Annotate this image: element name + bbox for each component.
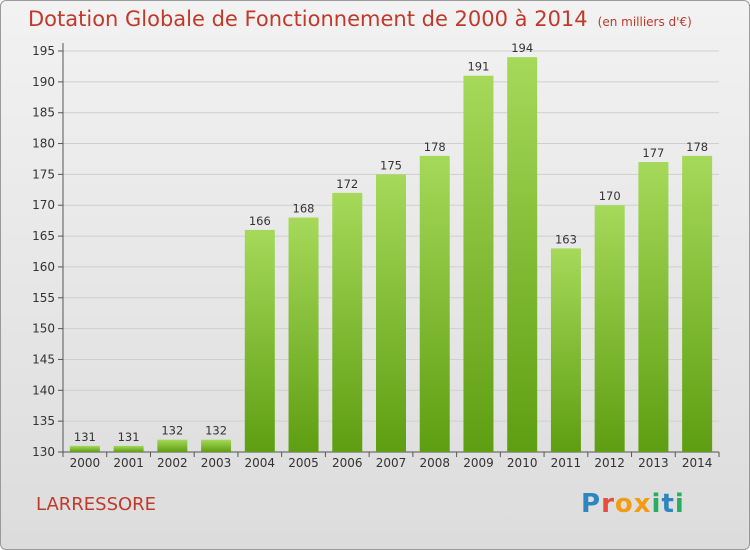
data-label-2007: 175 <box>380 158 402 172</box>
bar-2000 <box>69 445 100 452</box>
labels: 130 135 140 145 150 155 160 165 170 175 180 185 190 1… <box>32 41 712 470</box>
x-tick-label-2009: 2009 <box>463 456 494 470</box>
bar-2012 <box>594 205 625 452</box>
proxiti-logo: Proxiti <box>581 489 685 519</box>
y-tick-label: 175 <box>32 167 55 181</box>
data-label-2014: 178 <box>686 140 708 154</box>
y-tick-label: 190 <box>32 75 55 89</box>
x-tick-label-2007: 2007 <box>376 456 407 470</box>
data-label-2000: 131 <box>74 430 96 444</box>
data-label-2009: 191 <box>467 60 489 74</box>
bar-2001 <box>113 445 144 452</box>
commune-name: LARRESSORE <box>36 494 157 515</box>
y-tick-label: 130 <box>32 445 55 459</box>
bar-2007 <box>376 174 406 452</box>
data-label-2004: 166 <box>249 214 271 228</box>
bar-2014 <box>682 155 713 452</box>
data-label-2003: 132 <box>205 424 227 438</box>
y-tick-label: 135 <box>32 414 55 428</box>
x-tick-label-2008: 2008 <box>419 456 450 470</box>
data-label-2013: 177 <box>642 146 664 160</box>
x-tick-label-2013: 2013 <box>638 456 669 470</box>
bar-2002 <box>157 439 188 452</box>
data-label-2010: 194 <box>511 41 533 55</box>
chart-title: Dotation Globale de Fonctionnement de 20… <box>28 7 692 31</box>
x-tick-label-2001: 2001 <box>113 456 144 470</box>
x-tick-label-2005: 2005 <box>288 456 319 470</box>
y-tick-label: 155 <box>32 291 55 305</box>
x-tick-label-2006: 2006 <box>332 456 363 470</box>
bar-2009 <box>463 75 494 452</box>
y-tick-label: 140 <box>32 383 55 397</box>
y-tick-label: 160 <box>32 260 55 274</box>
bar-2011 <box>550 248 581 452</box>
data-label-2002: 132 <box>161 424 183 438</box>
x-tick-label-2011: 2011 <box>551 456 582 470</box>
chart-unit-note: (en milliers d'€) <box>597 15 692 29</box>
bar-2010 <box>507 57 538 453</box>
y-tick-label: 145 <box>32 352 55 366</box>
data-label-2011: 163 <box>555 232 577 246</box>
bar-2006 <box>332 192 363 452</box>
y-tick-label: 165 <box>32 229 55 243</box>
bar-2008 <box>419 155 450 452</box>
y-tick-label: 195 <box>32 44 55 58</box>
data-label-2006: 172 <box>336 177 358 191</box>
x-tick-label-2010: 2010 <box>507 456 538 470</box>
data-label-2008: 178 <box>424 140 446 154</box>
chart-title-text: Dotation Globale de Fonctionnement de 20… <box>28 7 588 31</box>
y-tick-label: 150 <box>32 322 55 336</box>
x-tick-label-2002: 2002 <box>157 456 188 470</box>
bars <box>69 57 713 453</box>
x-tick-label-2004: 2004 <box>245 456 276 470</box>
bar-2005 <box>288 217 319 452</box>
bar-2004 <box>244 229 275 452</box>
x-tick-label-2014: 2014 <box>682 456 713 470</box>
x-tick-label-2012: 2012 <box>594 456 625 470</box>
y-tick-label: 185 <box>32 106 55 120</box>
y-tick-label: 180 <box>32 137 55 151</box>
data-label-2012: 170 <box>599 189 621 203</box>
data-label-2005: 168 <box>293 202 315 216</box>
bar-2013 <box>638 162 669 453</box>
x-tick-label-2000: 2000 <box>70 456 101 470</box>
data-label-2001: 131 <box>118 430 140 444</box>
bar-2003 <box>201 439 232 452</box>
x-tick-label-2003: 2003 <box>201 456 232 470</box>
y-tick-label: 170 <box>32 198 55 212</box>
